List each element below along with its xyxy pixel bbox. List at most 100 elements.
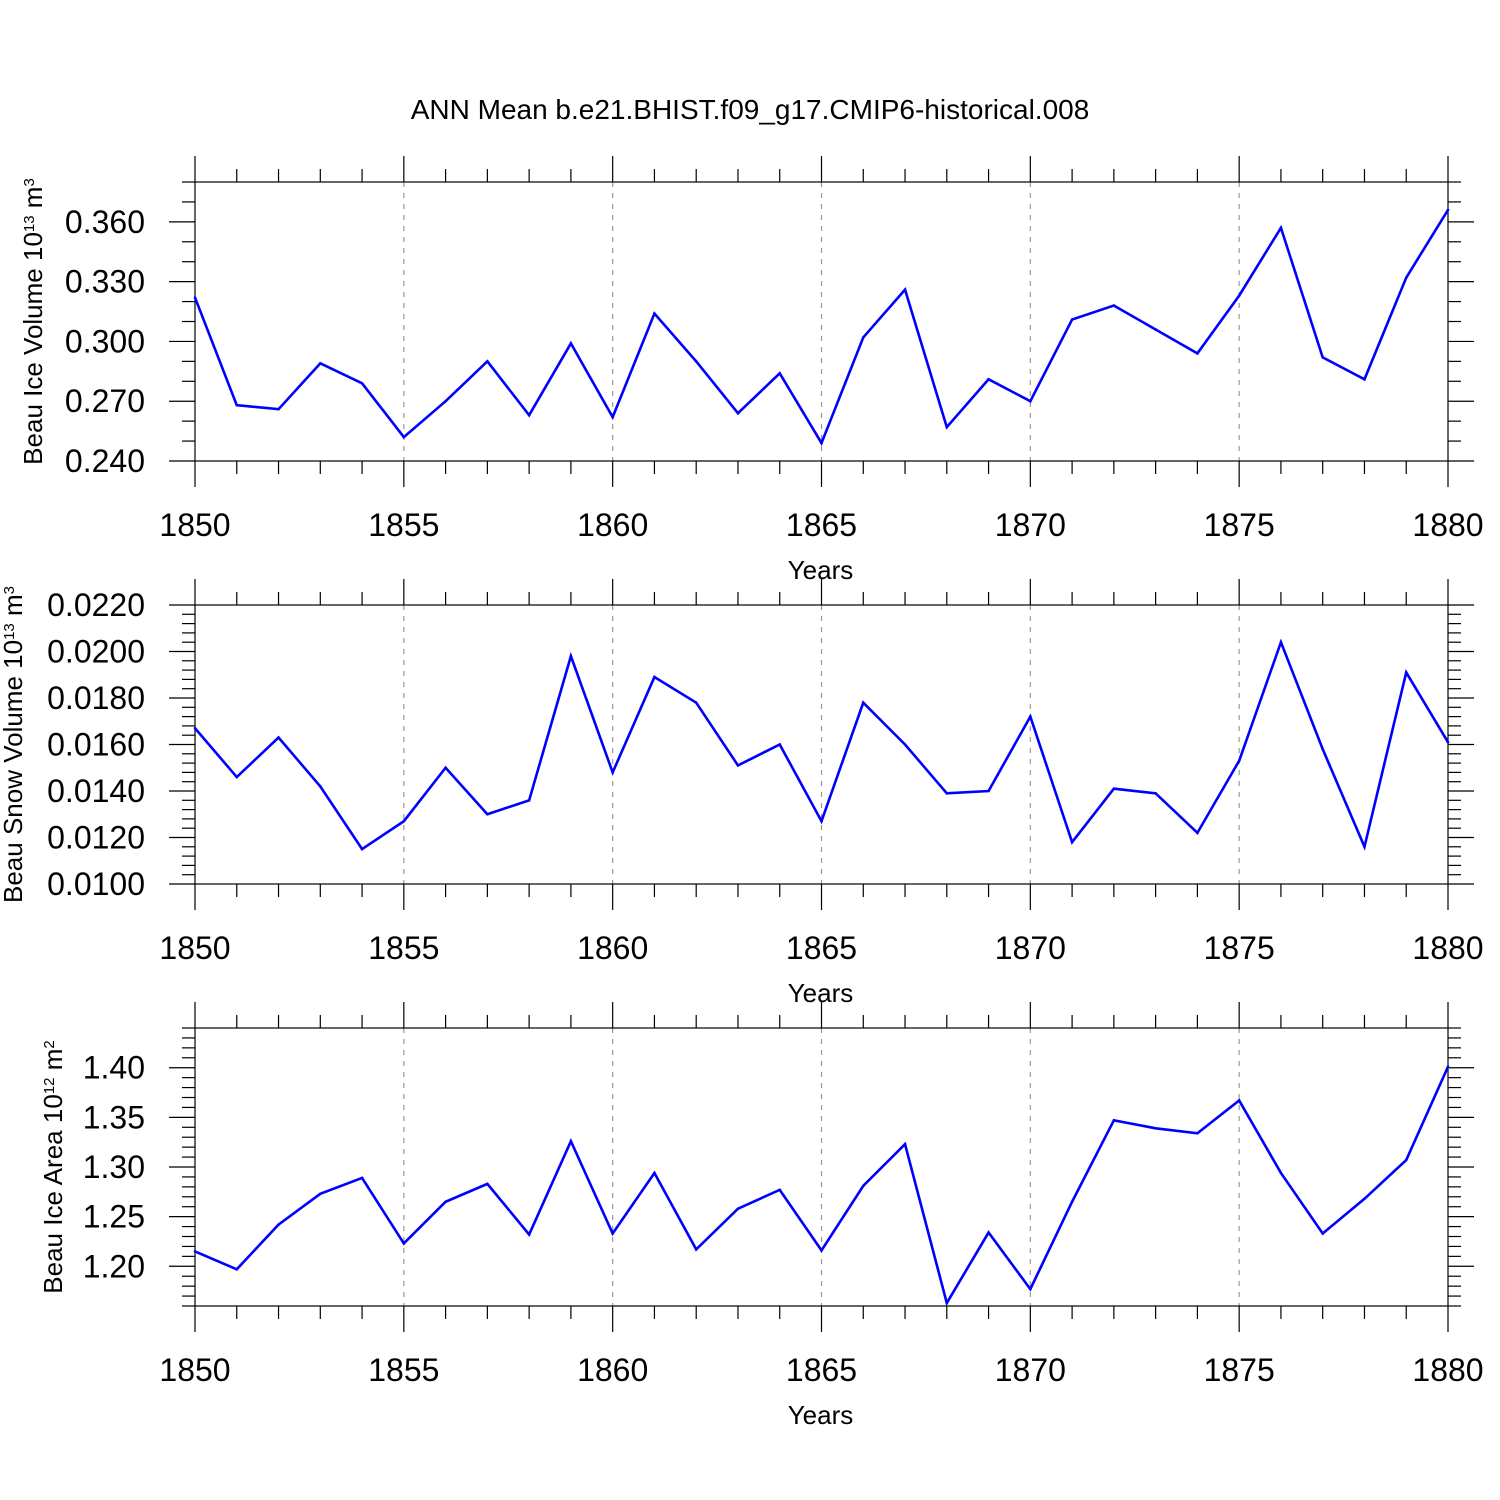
- data-point: [945, 425, 949, 429]
- y-tick-label: 0.0180: [47, 680, 145, 716]
- y-axis-title-exponent: 12: [41, 1078, 58, 1095]
- data-point: [1446, 740, 1450, 744]
- figure-title: ANN Mean b.e21.BHIST.f09_g17.CMIP6-histo…: [411, 94, 1090, 125]
- y-axis-title-prefix: Beau Snow Volume 10: [0, 640, 28, 903]
- data-point: [319, 785, 322, 788]
- data-point: [1029, 399, 1032, 403]
- y-tick-label: 0.0220: [47, 587, 145, 623]
- x-axis-title: Years: [788, 555, 854, 585]
- data-point: [861, 701, 865, 704]
- y-tick-label: 0.0100: [47, 866, 145, 902]
- y-tick-label: 0.330: [65, 264, 145, 300]
- x-axis-title: Years: [788, 978, 854, 1008]
- y-tick-label: 0.270: [65, 383, 145, 419]
- data-point: [444, 766, 447, 770]
- data-point: [193, 726, 197, 730]
- data-point: [1363, 377, 1366, 381]
- data-point: [444, 1200, 447, 1204]
- x-tick-label: 1880: [1412, 930, 1483, 966]
- data-point: [1070, 318, 1074, 321]
- data-point: [1112, 1119, 1116, 1122]
- y-axis-title: Beau Snow Volume 1013 m3: [0, 586, 28, 903]
- y-axis-title-unit: m: [18, 187, 48, 216]
- data-point: [1321, 1232, 1324, 1235]
- data-point: [1196, 831, 1199, 835]
- data-point: [235, 403, 239, 407]
- x-tick-label: 1860: [577, 930, 648, 966]
- data-point: [1154, 792, 1157, 795]
- data-point: [1363, 845, 1366, 849]
- x-tick-label: 1875: [1204, 507, 1275, 543]
- y-tick-label: 1.35: [83, 1099, 145, 1135]
- data-point: [569, 342, 573, 345]
- x-tick-label: 1850: [159, 930, 230, 966]
- data-point: [611, 1232, 614, 1235]
- data-point: [319, 362, 322, 365]
- data-point: [820, 441, 823, 445]
- data-point: [1321, 356, 1324, 359]
- y-tick-label: 1.20: [83, 1248, 145, 1284]
- data-point: [402, 435, 406, 439]
- panel-2: 1850 1855 1860 1865 1870 1875 1880 0.0100 0.0120…: [0, 579, 1484, 1008]
- data-point: [1029, 1287, 1032, 1291]
- x-tick-label: 1855: [368, 1352, 439, 1388]
- x-tick-label: 1850: [159, 507, 230, 543]
- y-axis-title-exponent: 13: [1, 623, 18, 640]
- data-point: [1029, 715, 1032, 718]
- data-point: [1154, 1126, 1157, 1130]
- y-axis-title-unit-exp: 2: [41, 1040, 58, 1048]
- y-tick-label: 0.0200: [47, 634, 145, 670]
- data-point: [1070, 1200, 1074, 1204]
- y-axis-title: Beau Ice Area 1012 m2: [38, 1040, 68, 1293]
- data-point: [1404, 1158, 1408, 1162]
- x-tick-label: 1850: [159, 1352, 230, 1388]
- data-point: [193, 1250, 197, 1253]
- data-point: [444, 399, 447, 403]
- data-point: [653, 312, 656, 315]
- data-point: [486, 812, 489, 816]
- y-tick-label: 0.240: [65, 443, 145, 479]
- data-point: [694, 360, 698, 363]
- data-point: [1070, 840, 1074, 844]
- panel-1: 1850 1855 1860 1865 1870 1875 1880 0.240 0.270 0.…: [18, 156, 1484, 585]
- data-point: [277, 736, 280, 739]
- y-axis-title: Beau Ice Volume 1013 m3: [18, 178, 48, 465]
- x-tick-label: 1855: [368, 507, 439, 543]
- data-point: [653, 675, 656, 679]
- data-point: [360, 847, 364, 851]
- y-axis-title-exponent: 13: [21, 215, 38, 232]
- y-axis-title-unit-exp: 3: [21, 178, 38, 186]
- plot-frame: [194, 181, 1449, 462]
- data-point: [193, 296, 197, 299]
- data-point: [277, 1223, 280, 1226]
- data-point: [1237, 759, 1241, 763]
- data-point: [402, 1242, 406, 1245]
- y-tick-label: 1.25: [83, 1199, 145, 1235]
- y-tick-label: 0.0160: [47, 727, 145, 763]
- x-tick-label: 1875: [1204, 930, 1275, 966]
- data-point: [987, 1231, 990, 1234]
- data-point: [527, 413, 531, 417]
- y-axis-title-unit: m: [38, 1049, 68, 1078]
- data-point: [1196, 1131, 1199, 1135]
- data-point: [778, 372, 782, 375]
- data-point: [1112, 787, 1116, 790]
- data-point: [861, 1184, 865, 1188]
- data-point: [1404, 671, 1408, 674]
- data-point: [903, 743, 907, 746]
- data-point: [569, 1139, 573, 1143]
- data-point: [694, 701, 698, 704]
- data-point: [402, 819, 406, 823]
- data-point: [736, 411, 740, 415]
- data-point: [653, 1171, 656, 1175]
- data-point: [736, 764, 740, 767]
- data-point: [1404, 276, 1408, 279]
- data-point: [360, 381, 364, 385]
- x-tick-label: 1860: [577, 1352, 648, 1388]
- y-tick-label: 1.30: [83, 1149, 145, 1185]
- data-point: [1321, 747, 1324, 751]
- x-tick-label: 1880: [1412, 507, 1483, 543]
- data-point: [611, 415, 614, 419]
- data-point: [1279, 640, 1283, 644]
